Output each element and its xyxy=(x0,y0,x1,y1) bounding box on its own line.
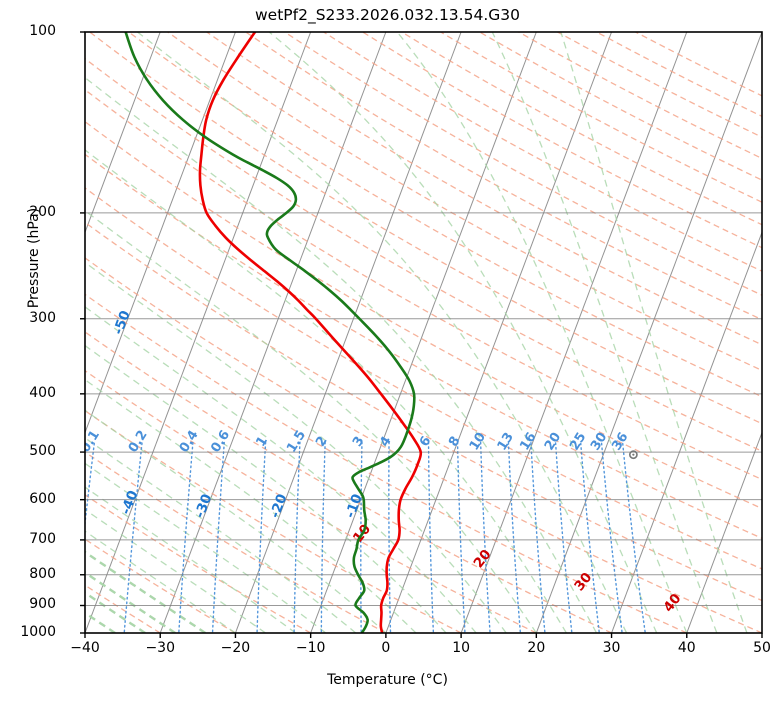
x-tick-label: −20 xyxy=(220,640,251,656)
svg-text:0.6: 0.6 xyxy=(208,428,233,455)
chart-title: wetPf2_S233.2026.032.13.54.G30 xyxy=(255,6,520,24)
svg-text:20: 20 xyxy=(471,547,495,572)
svg-text:-40: -40 xyxy=(118,488,142,516)
svg-text:1: 1 xyxy=(253,434,271,450)
x-tick-label: −10 xyxy=(295,640,326,656)
x-tick-label: 40 xyxy=(677,640,696,656)
svg-text:13: 13 xyxy=(495,430,517,453)
svg-text:20: 20 xyxy=(542,430,564,453)
svg-text:30: 30 xyxy=(588,430,610,453)
y-tick-label: 500 xyxy=(29,443,56,460)
svg-text:0.4: 0.4 xyxy=(177,428,202,455)
y-tick-label: 300 xyxy=(29,309,56,326)
svg-text:25: 25 xyxy=(567,430,589,453)
x-tick-label: −30 xyxy=(145,640,175,656)
svg-text:36: 36 xyxy=(609,430,631,453)
x-tick-label: 0 xyxy=(381,640,391,656)
y-tick-label: 800 xyxy=(29,565,56,582)
svg-text:0.1: 0.1 xyxy=(78,428,103,455)
svg-text:40: 40 xyxy=(660,591,684,616)
svg-text:1.5: 1.5 xyxy=(284,428,309,455)
y-tick-label: 700 xyxy=(29,530,56,547)
svg-text:30: 30 xyxy=(571,570,595,595)
x-tick-label: −40 xyxy=(70,640,100,656)
svg-text:2: 2 xyxy=(313,434,331,450)
x-tick-label: 50 xyxy=(753,640,771,656)
svg-text:4: 4 xyxy=(377,434,395,450)
y-tick-label: 400 xyxy=(29,384,56,401)
y-tick-label: 600 xyxy=(29,490,56,507)
y-tick-label: 900 xyxy=(29,596,56,613)
svg-text:10: 10 xyxy=(467,430,489,453)
y-tick-label: 200 xyxy=(29,203,56,220)
y-tick-label: 1000 xyxy=(20,624,56,640)
x-tick-label: 30 xyxy=(602,640,621,656)
x-tick-label: 20 xyxy=(527,640,546,656)
y-tick-label: 100 xyxy=(29,23,56,39)
x-tick-label: 10 xyxy=(452,640,471,656)
svg-text:8: 8 xyxy=(446,434,464,450)
svg-text:0.2: 0.2 xyxy=(126,428,151,455)
x-axis-label: Temperature (°C) xyxy=(327,672,448,688)
